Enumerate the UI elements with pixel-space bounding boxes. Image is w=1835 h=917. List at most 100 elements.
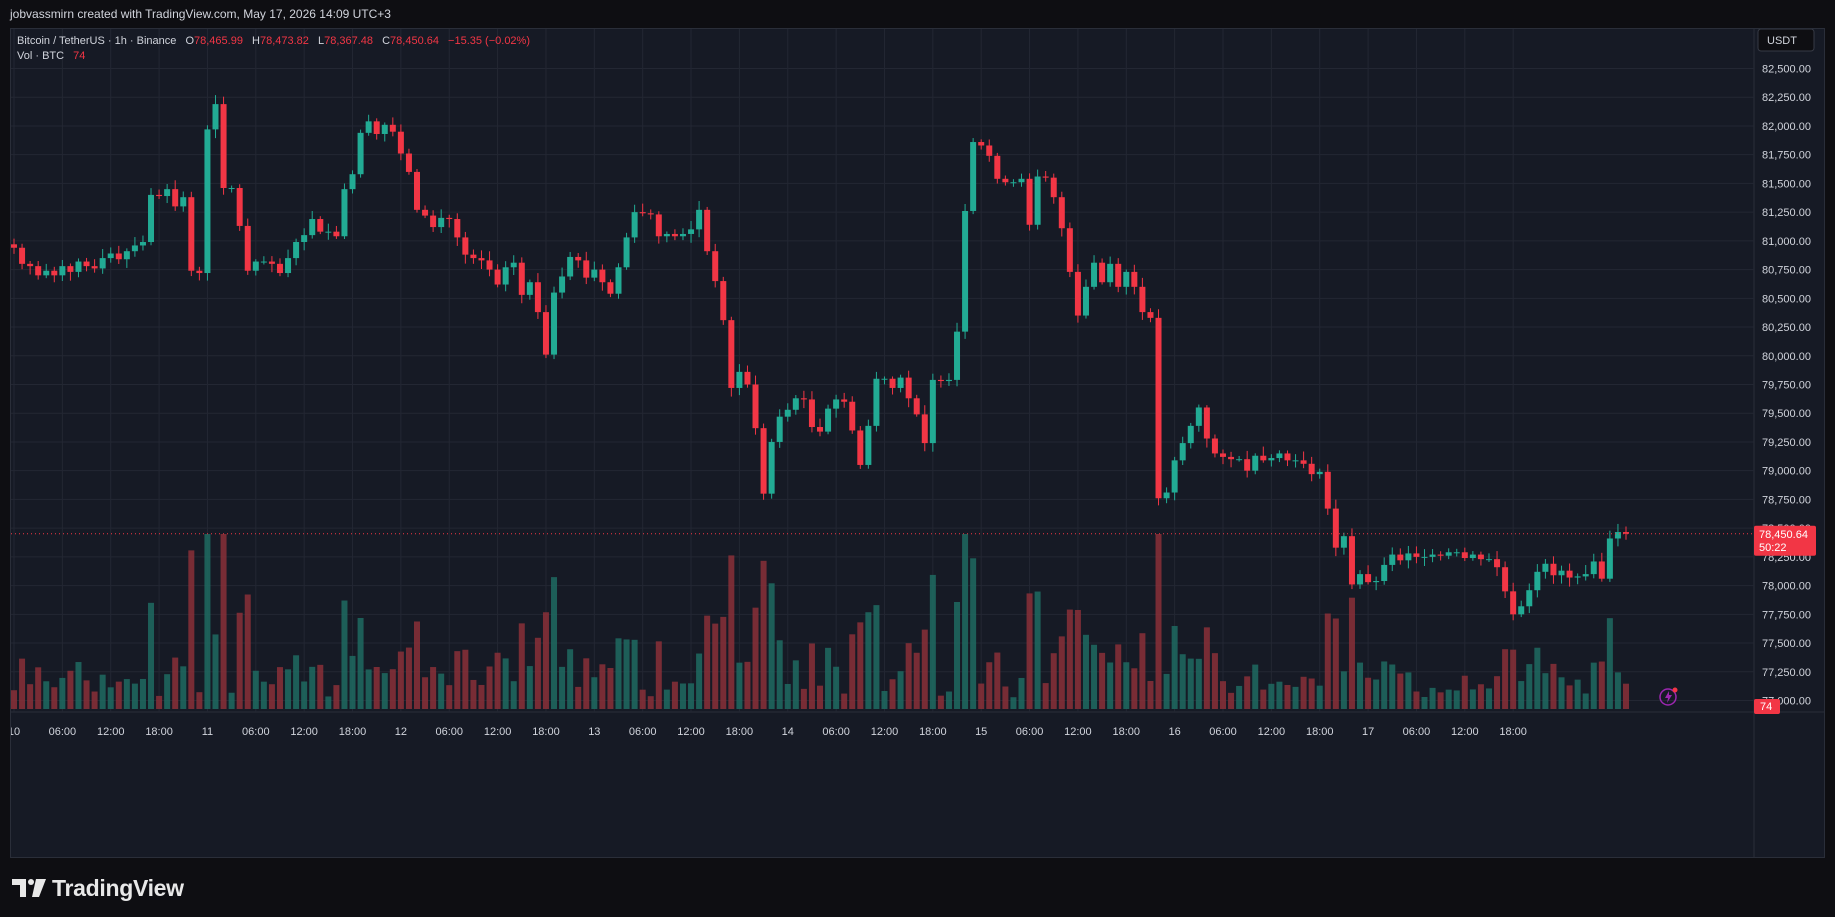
volume-bar	[994, 652, 1001, 709]
volume-bar	[43, 681, 50, 709]
candle-body	[1171, 460, 1178, 493]
volume-bar	[365, 669, 372, 709]
volume-bar	[1445, 689, 1452, 709]
volume-bar	[607, 668, 614, 709]
volume-bar	[551, 577, 558, 709]
time-axis[interactable]: 10 06:00 12:00 18:00 11 06:00 12:00 18:00 12 06:0…	[11, 726, 1527, 738]
volume-bar	[712, 623, 719, 709]
candle-body	[486, 260, 493, 270]
candle-body	[768, 441, 775, 494]
volume-bar	[1437, 692, 1444, 709]
candle-body	[494, 269, 501, 285]
volume-bar	[373, 666, 380, 709]
candle-body	[164, 189, 171, 197]
legend-open-value: 78,465.99	[194, 35, 243, 47]
candle-body	[1211, 438, 1218, 454]
volume-bar	[1107, 662, 1114, 709]
volume-bar	[881, 690, 888, 709]
volume-bar	[1131, 668, 1138, 709]
volume-bar	[663, 689, 670, 709]
candle-body	[679, 233, 686, 237]
volume-bar	[631, 639, 638, 709]
volume-bar	[1389, 664, 1396, 709]
time-tick-label: 18:00	[1113, 726, 1141, 738]
candle-body	[776, 416, 783, 442]
candle-body	[1139, 286, 1146, 313]
candle-body	[462, 237, 469, 255]
brand-name: TradingView	[52, 874, 184, 901]
candle-body	[1510, 591, 1517, 615]
volume-bar	[591, 677, 598, 709]
candle-body	[244, 225, 251, 271]
volume-bar	[422, 677, 429, 709]
candle-body	[1598, 561, 1605, 579]
price-tick-label: 79,250.00	[1762, 437, 1811, 449]
candle-body	[671, 233, 678, 237]
candle-body	[1228, 456, 1235, 460]
price-chart[interactable]: 77,000.0077,250.0077,500.0077,750.0078,0…	[11, 29, 1824, 857]
candle-body	[301, 235, 308, 243]
candle-body	[1558, 570, 1565, 576]
volume-bar	[220, 534, 227, 709]
volume-bar	[1034, 591, 1041, 709]
candle-body	[373, 121, 380, 134]
candle-body	[970, 142, 977, 211]
price-tick-label: 80,000.00	[1762, 351, 1811, 363]
candle-body	[1115, 263, 1122, 287]
volume-bar	[107, 687, 114, 709]
volume-bar	[945, 691, 952, 709]
currency-button[interactable]: USDT	[1757, 29, 1815, 52]
candle-body	[148, 194, 155, 243]
volume-bar	[913, 652, 920, 709]
chart-panel[interactable]: 77,000.00 77,250.00 77,500.00 77,750.00 78,0…	[10, 28, 1825, 858]
candle-body	[156, 194, 163, 197]
candle-body	[357, 132, 364, 175]
volume-bar	[615, 638, 622, 709]
candle-body	[115, 253, 122, 260]
candle-body	[1002, 178, 1009, 183]
volume-bar	[510, 681, 517, 709]
volume-bar	[1163, 673, 1170, 709]
volume-bar	[671, 681, 678, 709]
volume-bar	[27, 684, 34, 709]
volume-bar	[1203, 627, 1210, 709]
candle-body	[849, 401, 856, 431]
volume-bar	[808, 643, 815, 709]
candle-body	[696, 209, 703, 230]
candle-body	[954, 331, 961, 380]
candle-body	[1365, 574, 1372, 583]
time-tick-label: 12:00	[677, 726, 705, 738]
volume-bar	[212, 634, 219, 709]
volume-bar	[301, 681, 308, 709]
volume-bar	[962, 534, 969, 709]
volume-bar	[518, 623, 525, 709]
volume-bar	[1582, 693, 1589, 709]
candle-body	[663, 233, 670, 237]
volume-bar	[470, 679, 477, 709]
candle-body	[212, 104, 219, 130]
price-axis[interactable]: 77,000.0077,250.0077,500.0077,750.0078,0…	[1762, 63, 1811, 707]
attribution-bar: jobvassmirn created with TradingView.com…	[0, 0, 1835, 28]
candle-body	[365, 121, 372, 133]
volume-bar	[228, 692, 235, 709]
candle-body	[11, 244, 17, 248]
volume-bar	[736, 662, 743, 709]
volume-bar	[99, 674, 106, 709]
volume-badge: 74	[1754, 699, 1780, 714]
volume-bar	[19, 658, 26, 709]
footer-logo[interactable]: TradingView	[12, 872, 184, 904]
volume-bar	[1058, 636, 1065, 709]
candle-body	[1099, 262, 1106, 283]
candle-body	[1316, 471, 1323, 475]
volume-bar	[1252, 664, 1259, 709]
volume-bar	[1469, 689, 1476, 709]
candle-body	[446, 217, 453, 220]
time-tick-label: 18:00	[1499, 726, 1527, 738]
volume-bar	[575, 686, 582, 709]
volume-bar	[1405, 672, 1412, 709]
lightning-icon[interactable]	[1659, 687, 1678, 706]
candle-body	[631, 212, 638, 238]
candle-body	[1082, 286, 1089, 316]
volume-bar	[381, 673, 388, 709]
volume-bar	[784, 683, 791, 709]
